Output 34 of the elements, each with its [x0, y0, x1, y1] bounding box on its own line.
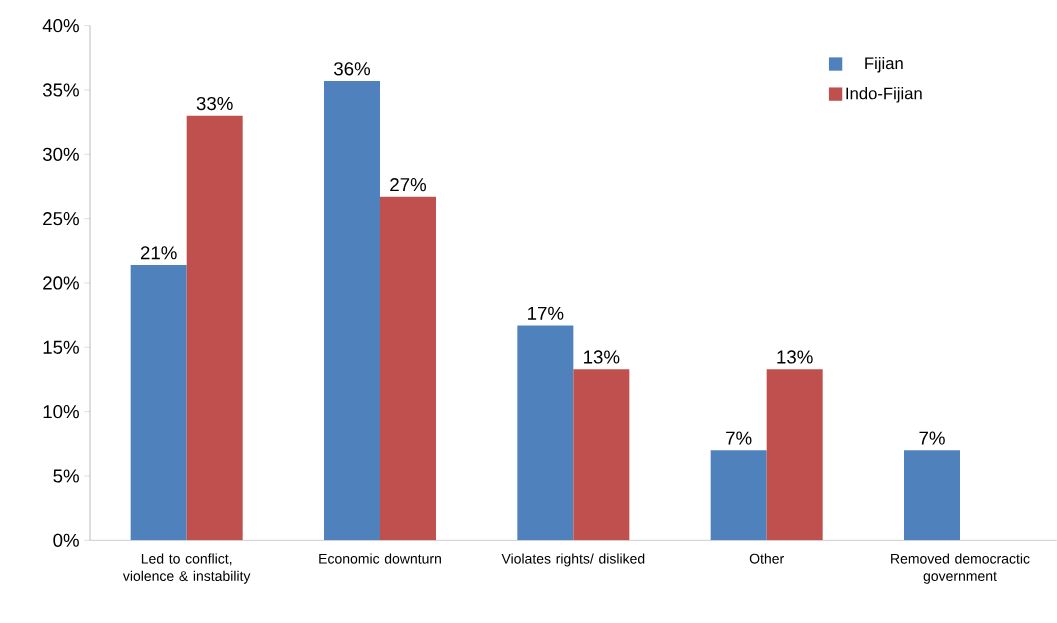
legend-label: Fijian: [865, 56, 903, 73]
bar: [573, 369, 630, 541]
data-label: 7%: [919, 431, 945, 445]
y-tick-label: 15%: [43, 340, 79, 354]
data-label: 13%: [584, 350, 620, 364]
x-tick-label: Economic downturn: [319, 553, 441, 564]
bar: [904, 450, 960, 541]
y-tick-label: 20%: [43, 276, 79, 290]
y-tick-label: 35%: [42, 83, 79, 97]
x-tick-label: Violates rights/ disliked: [501, 553, 645, 567]
data-label: 17%: [528, 306, 564, 320]
y-tick-label: 0%: [53, 533, 79, 547]
bar: [710, 450, 767, 541]
bar: [130, 264, 187, 541]
x-tick-label: Other: [749, 553, 784, 564]
data-label: 21%: [140, 246, 177, 260]
y-tick-label: 40%: [42, 19, 79, 33]
bar: [380, 196, 436, 541]
bar: [766, 369, 823, 541]
y-tick-label: 10%: [43, 405, 79, 419]
data-label: 27%: [390, 178, 427, 192]
bar: [186, 115, 243, 541]
legend-label: Indo-Fijian: [846, 87, 922, 103]
x-tick-label: Removed democractic government: [891, 553, 1030, 584]
data-label: 7%: [726, 431, 752, 445]
data-label: 13%: [777, 350, 813, 364]
bar: [517, 325, 574, 541]
y-tick-label: 5%: [53, 469, 79, 483]
data-label: 33%: [196, 96, 233, 111]
y-tick-label: 30%: [42, 147, 79, 161]
x-tick-label: Led to conflict, violence & instability: [122, 553, 251, 584]
bar: [324, 80, 380, 541]
y-tick-label: 25%: [43, 212, 79, 226]
data-label: 36%: [334, 62, 371, 76]
